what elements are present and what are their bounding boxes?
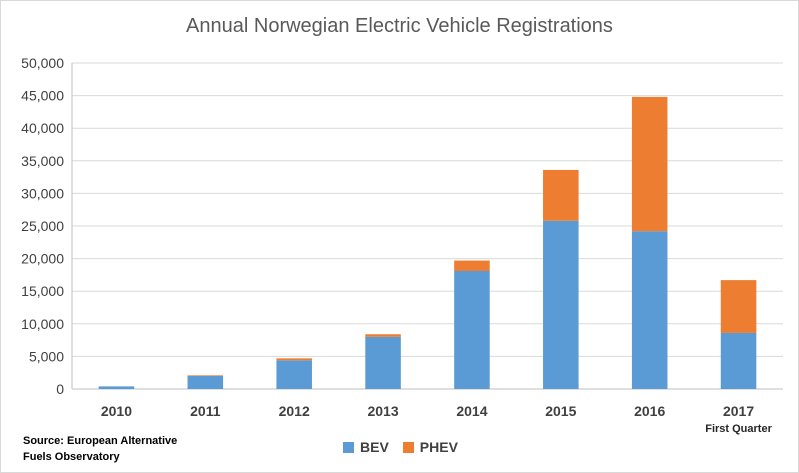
y-tick-label: 50,000 [21, 55, 64, 71]
x-tick-label: 2015 [545, 403, 576, 419]
x-tick-label: 2016 [634, 403, 665, 419]
y-tick-label: 45,000 [21, 88, 64, 104]
legend-label-bev: BEV [360, 439, 389, 455]
bar-bev-2012 [276, 360, 312, 389]
source-line-2: Fuels Observatory [23, 451, 120, 463]
y-tick-label: 0 [56, 381, 64, 397]
source-line-1: Source: European Alternative [23, 435, 178, 447]
x-tick-label: 2013 [367, 403, 398, 419]
x-tick-label: 2010 [101, 403, 132, 419]
bar-phev-2012 [276, 358, 312, 361]
bar-bev-2017 [720, 332, 757, 389]
legend-swatch-bev [343, 441, 354, 453]
y-tick-label: 40,000 [21, 120, 64, 136]
bar-phev-2013 [365, 334, 401, 337]
bar-phev-2011 [187, 375, 224, 376]
x-tick-label: 2012 [279, 403, 310, 419]
bar-phev-2016 [631, 96, 668, 232]
y-tick-label: 20,000 [21, 251, 64, 267]
y-tick-label: 35,000 [21, 153, 64, 169]
legend-label-phev: PHEV [419, 439, 458, 455]
bar-phev-2017 [720, 280, 757, 333]
bar-phev-2014 [454, 260, 490, 271]
legend-item-bev: BEV [343, 439, 389, 455]
x-tick-label: 2011 [190, 403, 221, 419]
bar-bev-2015 [543, 220, 579, 389]
y-tick-label: 5,000 [29, 348, 64, 364]
chart-legend: BEV PHEV [343, 439, 458, 455]
y-tick-label: 10,000 [21, 316, 64, 332]
source-note: Source: European Alternative Fuels Obser… [23, 433, 177, 465]
y-tick-label: 25,000 [21, 218, 64, 234]
y-tick-label: 15,000 [21, 283, 64, 299]
bar-bev-2011 [187, 375, 224, 389]
x-tick-label: 2017 [723, 403, 754, 419]
legend-item-phev: PHEV [402, 439, 458, 455]
bar-phev-2015 [543, 169, 579, 221]
y-tick-label: 30,000 [21, 185, 64, 201]
bar-bev-2013 [365, 336, 401, 389]
x-tick-sublabel: First Quarter [705, 423, 772, 435]
legend-swatch-phev [402, 441, 414, 453]
bar-bev-2016 [631, 231, 668, 389]
bar-bev-2014 [454, 270, 490, 389]
chart-title: Annual Norwegian Electric Vehicle Regist… [186, 15, 613, 37]
bar-bev-2010 [98, 386, 135, 389]
x-tick-label: 2014 [456, 403, 487, 419]
